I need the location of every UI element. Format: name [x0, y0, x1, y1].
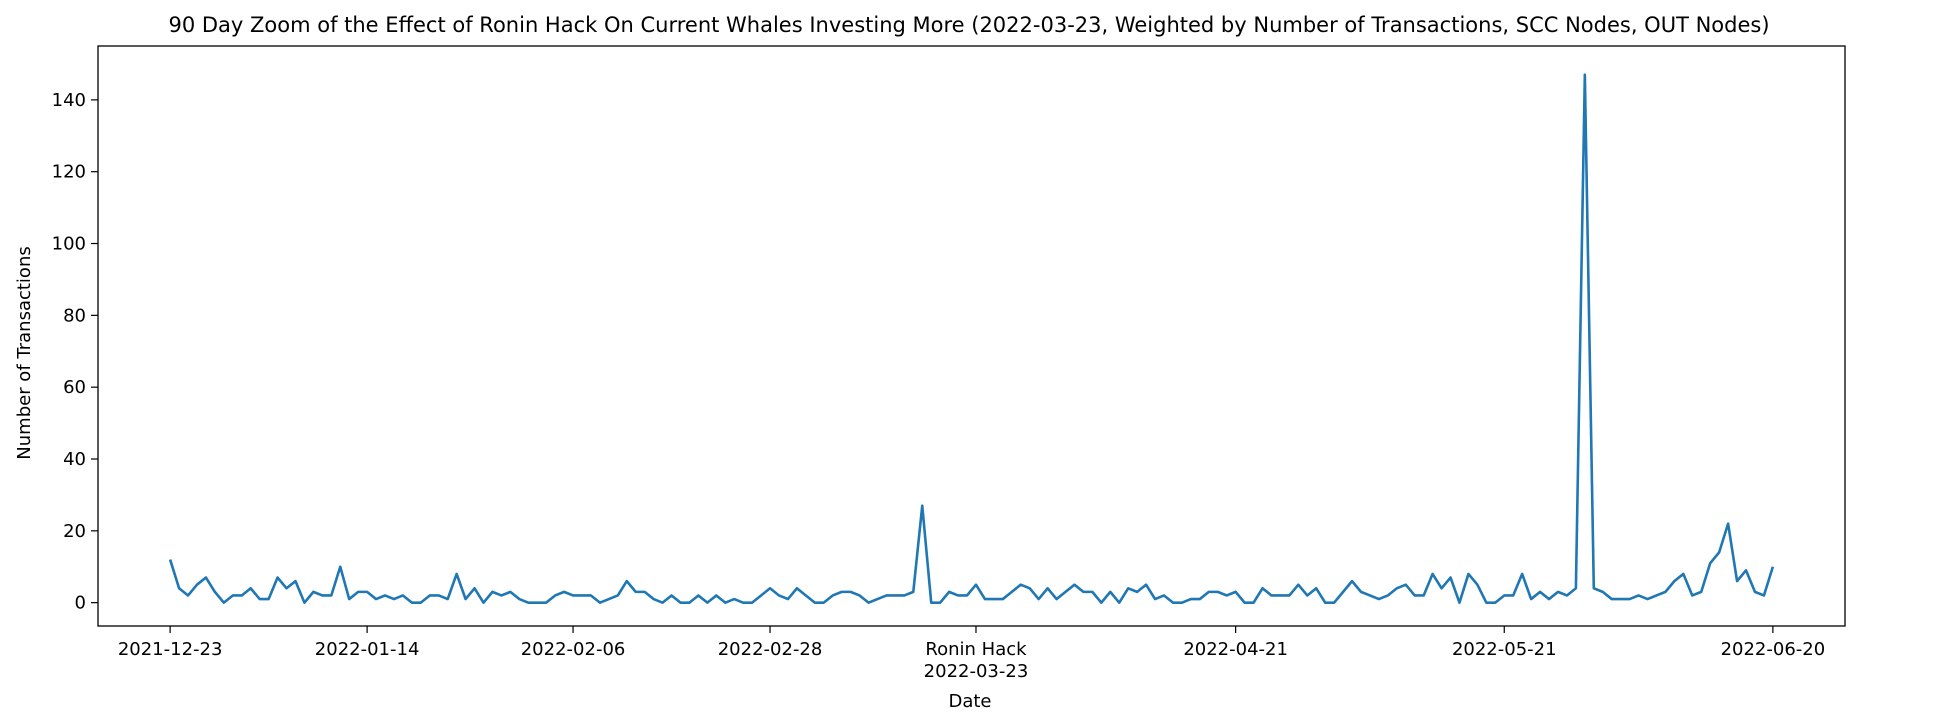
- x-tick-label: 2022-02-06: [521, 639, 626, 660]
- y-tick-label: 120: [52, 162, 86, 183]
- series-line: [168, 73, 1775, 604]
- x-tick-label: 2022-05-21: [1452, 639, 1557, 660]
- x-axis-label: Date: [948, 691, 991, 712]
- x-tick-label: Ronin Hack 2022-03-23: [924, 639, 1029, 682]
- x-tick-label: 2021-12-23: [118, 639, 223, 660]
- x-axis-ticks: 2021-12-23 2022-01-14 2022-02-06 2022-02-28…: [118, 626, 1825, 682]
- y-tick-label: 40: [63, 449, 86, 470]
- y-tick-label: 0: [75, 593, 86, 614]
- chart-title: 90 Day Zoom of the Effect of Ronin Hack …: [168, 13, 1769, 37]
- y-tick-label: 80: [63, 305, 86, 326]
- y-tick-label: 140: [52, 90, 86, 111]
- x-tick-label: 2022-04-21: [1183, 639, 1288, 660]
- y-axis-ticks: 0 20 40 60 80 100 120 140: [52, 90, 98, 614]
- x-tick-label: 2022-02-28: [718, 639, 823, 660]
- y-axis-label: Number of Transactions: [14, 246, 35, 459]
- x-tick-label: 2022-01-14: [315, 639, 420, 660]
- x-tick-label: 2022-06-20: [1721, 639, 1826, 660]
- plot-area-frame: [97, 45, 1846, 627]
- y-tick-label: 60: [63, 377, 86, 398]
- y-tick-label: 100: [52, 234, 86, 255]
- y-tick-label: 20: [63, 521, 86, 542]
